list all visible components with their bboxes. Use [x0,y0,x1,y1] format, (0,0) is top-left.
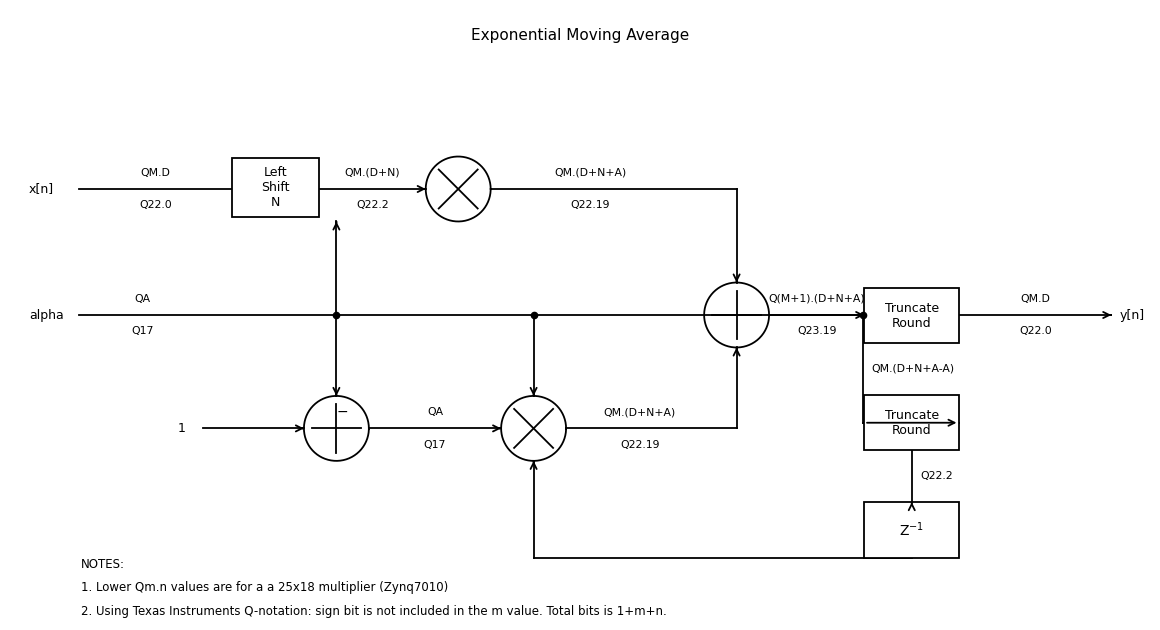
Text: 1. Lower Qm.n values are for a a 25x18 multiplier (Zynq7010): 1. Lower Qm.n values are for a a 25x18 m… [81,581,449,595]
Text: y[n]: y[n] [1119,309,1145,321]
Text: QM.D: QM.D [1021,294,1050,304]
Text: QA: QA [135,294,151,304]
Text: Q22.0: Q22.0 [139,200,172,210]
Text: QM.(D+N+A): QM.(D+N+A) [603,407,676,417]
Text: Q22.2: Q22.2 [356,200,389,210]
Text: x[n]: x[n] [29,183,55,195]
Text: QM.(D+N+A-A): QM.(D+N+A-A) [871,364,955,374]
Text: Q22.0: Q22.0 [1018,326,1052,336]
Text: Truncate
Round: Truncate Round [885,302,938,329]
Bar [864,502,959,558]
Text: QA: QA [427,407,443,417]
Text: Q17: Q17 [131,326,154,336]
Text: Q17: Q17 [423,440,447,450]
Text: Q22.19: Q22.19 [571,200,610,210]
Text: Q23.19: Q23.19 [797,326,836,336]
Text: alpha: alpha [29,309,64,321]
Text: Q22.19: Q22.19 [619,440,660,450]
Text: 2. Using Texas Instruments Q-notation: sign bit is not included in the m value. : 2. Using Texas Instruments Q-notation: s… [81,605,667,619]
Text: Truncate
Round: Truncate Round [885,409,938,437]
Text: QM.(D+N): QM.(D+N) [345,168,400,178]
Text: NOTES:: NOTES: [81,558,125,571]
Bar [864,288,959,343]
Text: QM.(D+N+A): QM.(D+N+A) [554,168,626,178]
Text: −: − [336,405,348,419]
Text: Z$^{-1}$: Z$^{-1}$ [899,520,925,539]
Text: Exponential Moving Average: Exponential Moving Average [471,28,689,43]
Bar [232,158,319,217]
Text: Q22.2: Q22.2 [920,471,952,481]
Text: Q(M+1).(D+N+A): Q(M+1).(D+N+A) [768,294,865,304]
Text: 1: 1 [177,422,186,435]
Bar [864,395,959,450]
Text: Left
Shift
N: Left Shift N [261,166,290,209]
Text: QM.D: QM.D [140,168,171,178]
